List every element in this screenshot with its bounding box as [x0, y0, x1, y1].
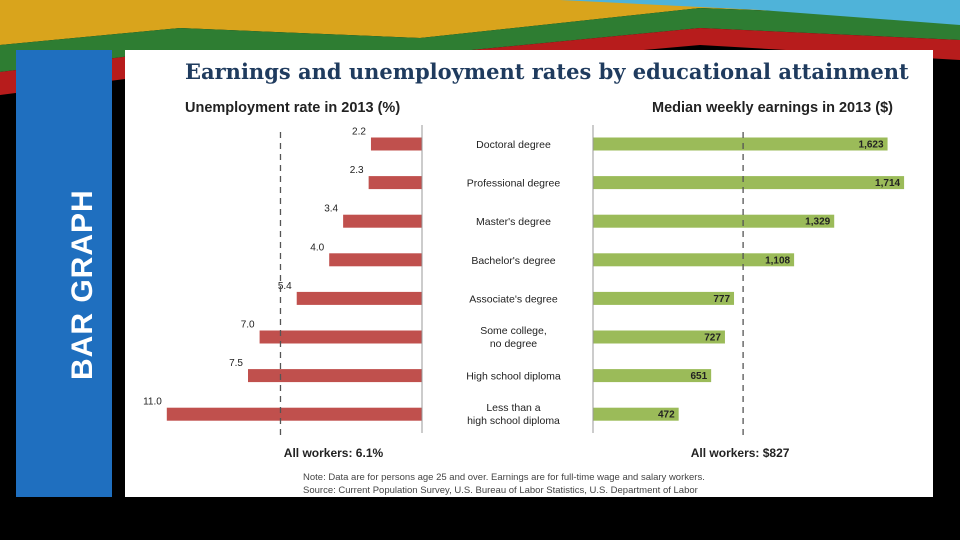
earnings-bar — [593, 291, 735, 305]
earnings-label: 651 — [690, 371, 707, 382]
unemployment-label: 11.0 — [143, 397, 162, 408]
chart-note: Note: Data are for persons age 25 and ov… — [303, 472, 705, 483]
unemployment-label: 3.4 — [324, 204, 338, 215]
unemployment-bar — [248, 369, 422, 383]
sidebar-panel — [16, 50, 112, 497]
category-label: no degree — [490, 338, 537, 350]
category-label: Professional degree — [467, 178, 561, 190]
earnings-bar — [593, 214, 835, 228]
category-label: Some college, — [480, 325, 547, 337]
slide-side-title: BAR GRAPH — [66, 189, 99, 380]
earnings-bar — [593, 407, 679, 421]
category-label: Less than a — [486, 402, 540, 414]
unemployment-label: 5.4 — [278, 281, 292, 292]
unemployment-label: 7.0 — [241, 320, 255, 331]
chart-source: Source: Current Population Survey, U.S. … — [303, 485, 698, 496]
earnings-reference-label: All workers: $827 — [691, 446, 790, 460]
unemployment-label: 2.2 — [352, 127, 366, 138]
unemployment-label: 2.3 — [350, 165, 364, 176]
unemployment-bar — [259, 330, 422, 344]
left-axis-title: Unemployment rate in 2013 (%) — [185, 100, 400, 116]
unemployment-bar — [343, 214, 422, 228]
earnings-label: 1,108 — [765, 255, 790, 266]
earnings-label: 1,714 — [875, 178, 900, 189]
unemployment-reference-label: All workers: 6.1% — [284, 446, 384, 460]
category-label: Bachelor's degree — [471, 255, 555, 267]
chart-title: Earnings and unemployment rates by educa… — [185, 59, 909, 84]
unemployment-label: 4.0 — [310, 242, 324, 253]
right-axis-title: Median weekly earnings in 2013 ($) — [652, 100, 893, 116]
earnings-bar — [593, 369, 712, 383]
earnings-bar — [593, 330, 725, 344]
unemployment-bar — [296, 291, 422, 305]
category-label: Associate's degree — [469, 293, 558, 305]
earnings-label: 1,623 — [859, 140, 884, 151]
category-label: Doctoral degree — [476, 139, 551, 151]
earnings-label: 727 — [704, 333, 721, 344]
category-label: High school diploma — [466, 371, 561, 383]
unemployment-bar — [368, 176, 422, 190]
earnings-label: 777 — [713, 294, 730, 305]
earnings-bar — [593, 176, 905, 190]
unemployment-bar — [166, 407, 422, 421]
unemployment-bar — [370, 137, 422, 151]
education-chart: Earnings and unemployment rates by educa… — [143, 59, 909, 496]
earnings-bar — [593, 137, 888, 151]
earnings-label: 1,329 — [805, 217, 830, 228]
chart-panel: Earnings and unemployment rates by educa… — [125, 50, 933, 497]
unemployment-label: 7.5 — [229, 358, 243, 369]
earnings-label: 472 — [658, 410, 675, 421]
earnings-bar — [593, 253, 795, 267]
category-label: Master's degree — [476, 216, 551, 228]
unemployment-bar — [329, 253, 422, 267]
category-label: high school diploma — [467, 415, 560, 427]
